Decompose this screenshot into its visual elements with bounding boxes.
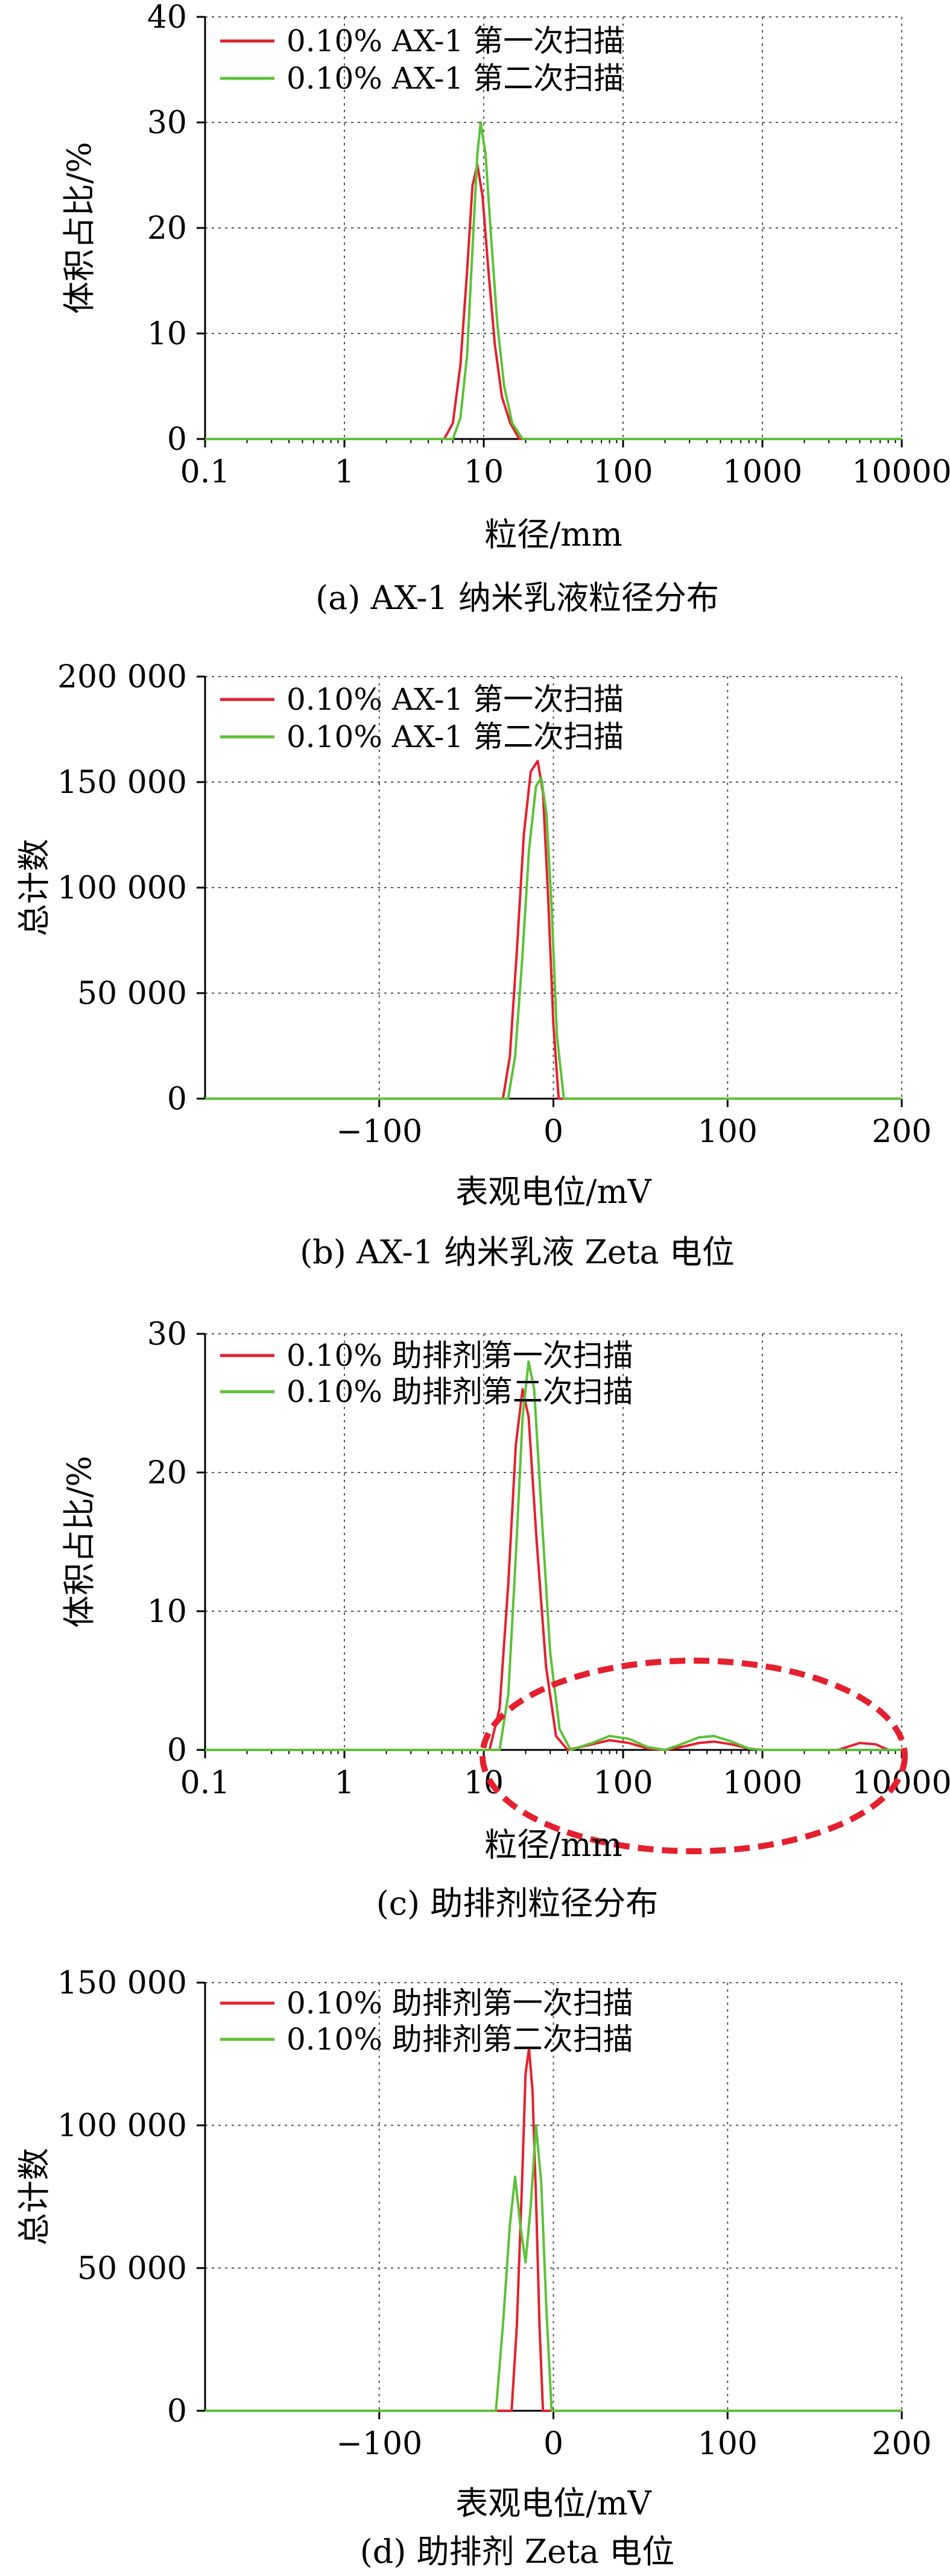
- c1-legend-label-0: 0.10% AX-1 第一次扫描: [287, 682, 624, 717]
- c3-legend-label-1: 0.10% 助排剂第二次扫描: [287, 2022, 633, 2057]
- c2-ytick-label-3: 30: [147, 1316, 187, 1353]
- c1-series-line-1: [205, 777, 902, 1100]
- c3-y-axis-label: 总计数: [15, 2148, 53, 2246]
- c1-series-line-0: [205, 760, 902, 1100]
- c1-legend-label-1: 0.10% AX-1 第二次扫描: [287, 719, 624, 754]
- c1-xtick-label-3: 200: [872, 1114, 931, 1150]
- c2-panel-caption: (c) 助排剂粒径分布: [376, 1884, 659, 1922]
- c0-xtick-label-3: 100: [593, 454, 653, 490]
- c2-ytick-label-2: 20: [147, 1455, 187, 1491]
- c3-xtick-label-3: 200: [872, 2426, 931, 2462]
- c1-ytick-label-2: 100 000: [57, 870, 187, 906]
- c3-series-line-0: [205, 2047, 902, 2412]
- c0-xtick-label-4: 1000: [723, 454, 802, 490]
- c0-ytick-label-0: 0: [167, 421, 187, 458]
- c2-xtick-label-1: 1: [334, 1765, 354, 1801]
- c1-xtick-label-2: 100: [698, 1114, 758, 1150]
- c1-ytick-label-4: 200 000: [57, 659, 187, 695]
- c3-panel-caption: (d) 助排剂 Zeta 电位: [360, 2533, 675, 2571]
- c1-ytick-label-1: 50 000: [77, 976, 187, 1012]
- c1-xtick-label-0: −100: [336, 1114, 422, 1150]
- panel-a: 0 10 20 30 40 0.1 1 10 100 1000 10000 0.10% AX-1 第一…: [0, 0, 950, 633]
- c2-annotation-ellipse: [480, 1658, 908, 1854]
- c0-legend-label-0: 0.10% AX-1 第一次扫描: [287, 24, 624, 58]
- panel-d: 0 50 000 100 000 150 000 −100 0 100 200 0.10% 助排…: [0, 1930, 950, 2574]
- c3-series-line-1: [205, 2124, 902, 2412]
- c2-legend-label-1: 0.10% 助排剂第二次扫描: [287, 1374, 633, 1409]
- c1-panel-caption: (b) AX-1 纳米乳液 Zeta 电位: [300, 1233, 735, 1271]
- c0-series-line-0: [205, 163, 902, 440]
- chart-a-svg: 0 10 20 30 40 0.1 1 10 100 1000 10000 0.10% AX-1 第一…: [60, 0, 950, 617]
- c0-ytick-label-2: 20: [147, 210, 187, 247]
- c0-ytick-label-4: 40: [147, 0, 187, 36]
- c3-x-axis-label: 表观电位/mV: [455, 2484, 651, 2522]
- c3-ytick-label-3: 150 000: [57, 1965, 187, 2001]
- c0-legend-label-1: 0.10% AX-1 第二次扫描: [287, 61, 624, 96]
- c2-xtick-label-3: 100: [593, 1765, 653, 1801]
- c0-ytick-label-1: 10: [147, 316, 187, 352]
- c3-xtick-label-0: −100: [336, 2426, 422, 2462]
- c0-ytick-label-3: 30: [147, 105, 187, 141]
- c2-xtick-label-0: 0.1: [180, 1765, 230, 1801]
- c1-y-axis-label: 总计数: [15, 839, 53, 936]
- c0-xtick-label-0: 0.1: [180, 454, 230, 490]
- c0-x-axis-label: 粒径/mm: [484, 516, 622, 554]
- chart-d-svg: 0 50 000 100 000 150 000 −100 0 100 200 0.10% 助排…: [15, 1965, 932, 2571]
- c0-xtick-label-2: 10: [464, 454, 504, 490]
- c0-xtick-label-5: 10000: [852, 454, 950, 490]
- c1-ytick-label-3: 150 000: [57, 765, 187, 801]
- c3-ytick-label-2: 100 000: [57, 2108, 187, 2144]
- c3-legend-label-0: 0.10% 助排剂第一次扫描: [287, 1986, 633, 2021]
- c2-series-line-0: [205, 1388, 902, 1751]
- c3-ytick-label-1: 50 000: [77, 2250, 187, 2287]
- c0-y-axis-label: 体积占比/%: [60, 142, 98, 314]
- panel-b: 0 50 000 100 000 150 000 200 000 −100 0 100 200 0…: [0, 639, 950, 1278]
- c1-ytick-label-0: 0: [167, 1081, 187, 1117]
- c2-ytick-label-1: 10: [147, 1594, 187, 1630]
- c2-xtick-label-5: 10000: [852, 1765, 950, 1801]
- c0-series-line-1: [205, 121, 902, 440]
- c2-series-line-1: [205, 1360, 902, 1751]
- c2-xtick-label-4: 1000: [723, 1765, 802, 1801]
- c3-xtick-label-1: 0: [543, 2426, 563, 2462]
- c2-x-axis-label: 粒径/mm: [484, 1826, 622, 1864]
- c0-panel-caption: (a) AX-1 纳米乳液粒径分布: [315, 579, 719, 617]
- c3-ytick-label-0: 0: [167, 2393, 187, 2429]
- c2-ytick-label-0: 0: [167, 1732, 187, 1769]
- c1-xtick-label-1: 0: [543, 1114, 563, 1150]
- panel-c: 0 10 20 30 0.1 1 10 100 1000 10000 0.10% 助排剂第一次扫描 0…: [0, 1278, 950, 1930]
- chart-b-svg: 0 50 000 100 000 150 000 200 000 −100 0 100 200 0…: [15, 659, 932, 1271]
- c2-y-axis-label: 体积占比/%: [60, 1456, 98, 1628]
- c3-xtick-label-2: 100: [698, 2426, 758, 2462]
- c0-xtick-label-1: 1: [334, 454, 354, 490]
- c2-legend-label-0: 0.10% 助排剂第一次扫描: [287, 1338, 633, 1373]
- c1-x-axis-label: 表观电位/mV: [455, 1173, 651, 1211]
